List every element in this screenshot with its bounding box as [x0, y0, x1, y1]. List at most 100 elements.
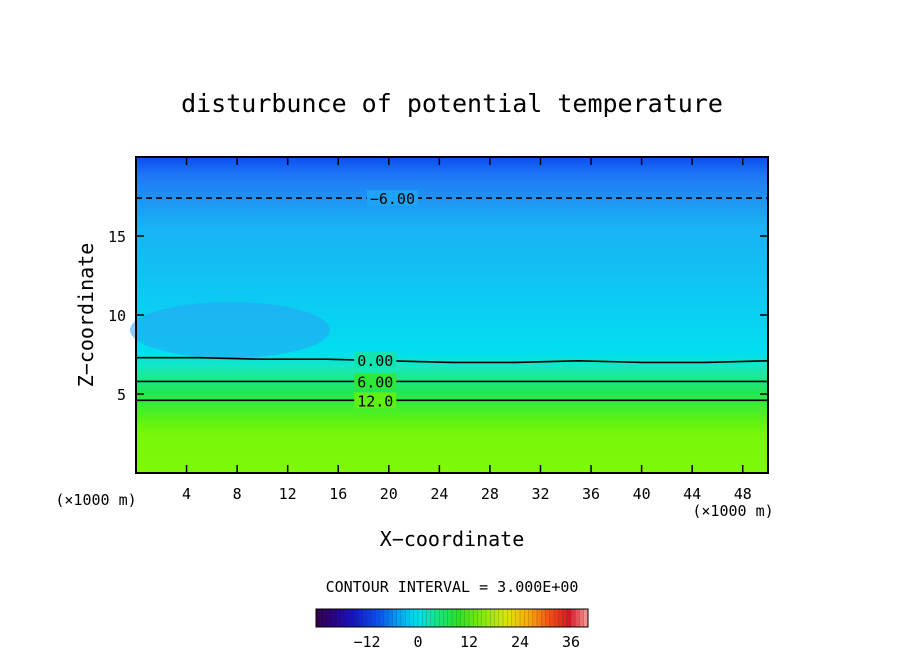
x-axis-units: (×1000 m) [692, 502, 773, 520]
y-axis: 5 10 15 Z−coordinate (×1000 m) [55, 228, 768, 509]
y-tick-label: 5 [117, 386, 126, 404]
colorbar-cell [575, 608, 581, 628]
colorbar-cell [524, 608, 530, 628]
colorbar-cell [362, 608, 368, 628]
colorbar-cell [558, 608, 564, 628]
x-tick-label: 48 [734, 485, 752, 503]
contour-interval-label: CONTOUR INTERVAL = 3.000E+00 [326, 578, 579, 596]
colorbar-cell [536, 608, 542, 628]
colorbar-cell [579, 608, 585, 628]
y-tick-label: 15 [108, 228, 126, 246]
colorbar-cell [383, 608, 389, 628]
colorbar-tick-label: 24 [511, 633, 529, 651]
colorbar-cell [324, 608, 330, 628]
colorbar-cell [562, 608, 568, 628]
colorbar-cell [417, 608, 423, 628]
colorbar-cell [545, 608, 551, 628]
colorbar-cell [358, 608, 364, 628]
contour-label-gap [354, 392, 397, 409]
colorbar-tick-label: 36 [562, 633, 580, 651]
colorbar-cell [396, 608, 402, 628]
contour-label-gap [354, 373, 397, 390]
colorbar-cell [422, 608, 428, 628]
colorbar-cell [553, 608, 559, 628]
x-tick-label: 20 [380, 485, 398, 503]
colorbar-cell [468, 608, 474, 628]
colorbar-cell [341, 608, 347, 628]
x-tick-label: 24 [430, 485, 448, 503]
colorbar-tick-label: 0 [413, 633, 422, 651]
colorbar-cell [354, 608, 360, 628]
colorbar-frame [315, 608, 589, 628]
contour-label-gap [354, 352, 397, 369]
colorbar-cell [426, 608, 432, 628]
colorbar-cell [371, 608, 377, 628]
colorbar-cell [405, 608, 411, 628]
x-tick-label: 44 [683, 485, 701, 503]
colorbar-cells [315, 608, 589, 628]
colorbar-cell [456, 608, 462, 628]
colorbar-cell [507, 608, 513, 628]
colorbar-cell [409, 608, 415, 628]
colorbar-cell [519, 608, 525, 628]
x-tick-label: 4 [182, 485, 191, 503]
colorbar-cell [451, 608, 457, 628]
x-axis: 4 8 12 16 20 24 28 32 36 40 44 48 (×1000 m) X−coord… [182, 157, 774, 551]
colorbar-cell [332, 608, 338, 628]
contour-label: 0.00 [357, 352, 393, 370]
colorbar-cell [485, 608, 491, 628]
contour-label: 12.0 [357, 392, 393, 410]
colorbar-cell [473, 608, 479, 628]
colorbar-cell [481, 608, 487, 628]
colorbar-cell [315, 608, 321, 628]
colorbar-cell [477, 608, 483, 628]
x-tick-label: 36 [582, 485, 600, 503]
colorbar-cell [320, 608, 326, 628]
contour-label: 6.00 [357, 373, 393, 391]
x-ticks: 4 8 12 16 20 24 28 32 36 40 44 48 [182, 157, 752, 503]
cool-anomaly-blob [130, 302, 330, 358]
colorbar-cell [549, 608, 555, 628]
x-tick-label: 40 [633, 485, 651, 503]
colorbar-cell [375, 608, 381, 628]
x-tick-label: 16 [329, 485, 347, 503]
colorbar-cell [388, 608, 394, 628]
colorbar-cell [490, 608, 496, 628]
y-tick-label: 10 [108, 307, 126, 325]
colorbar-cell [413, 608, 419, 628]
colorbar-cell [337, 608, 343, 628]
colorbar-cell [532, 608, 538, 628]
colorbar-cell [528, 608, 534, 628]
colorbar-cell [464, 608, 470, 628]
chart-title: disturbunce of potential temperature [181, 89, 723, 118]
colorbar-cell [570, 608, 576, 628]
colorbar-cell [502, 608, 508, 628]
colorbar-cell [392, 608, 398, 628]
colorbar-cell [515, 608, 521, 628]
x-tick-label: 8 [233, 485, 242, 503]
y-axis-label: Z−coordinate [74, 243, 98, 388]
x-tick-label: 12 [279, 485, 297, 503]
colorbar-tick-label: 12 [460, 633, 478, 651]
colorbar-cell [541, 608, 547, 628]
colorbar-cell [434, 608, 440, 628]
colorbar-cell [349, 608, 355, 628]
colorbar: −12 0 12 24 36 [315, 608, 589, 651]
colorbar-tick-label: −12 [353, 633, 380, 651]
colorbar-cell [328, 608, 334, 628]
colorbar-cell [494, 608, 500, 628]
colorbar-cell [366, 608, 372, 628]
colorbar-cell [443, 608, 449, 628]
colorbar-cell [379, 608, 385, 628]
x-axis-label: X−coordinate [380, 527, 525, 551]
colorbar-cell [439, 608, 445, 628]
contour-line [136, 356, 769, 364]
colorbar-cell [400, 608, 406, 628]
colorbar-ticks: −12 0 12 24 36 [353, 633, 580, 651]
contour-label: −6.00 [370, 190, 415, 208]
colorbar-cell [511, 608, 517, 628]
y-axis-units: (×1000 m) [55, 491, 136, 509]
